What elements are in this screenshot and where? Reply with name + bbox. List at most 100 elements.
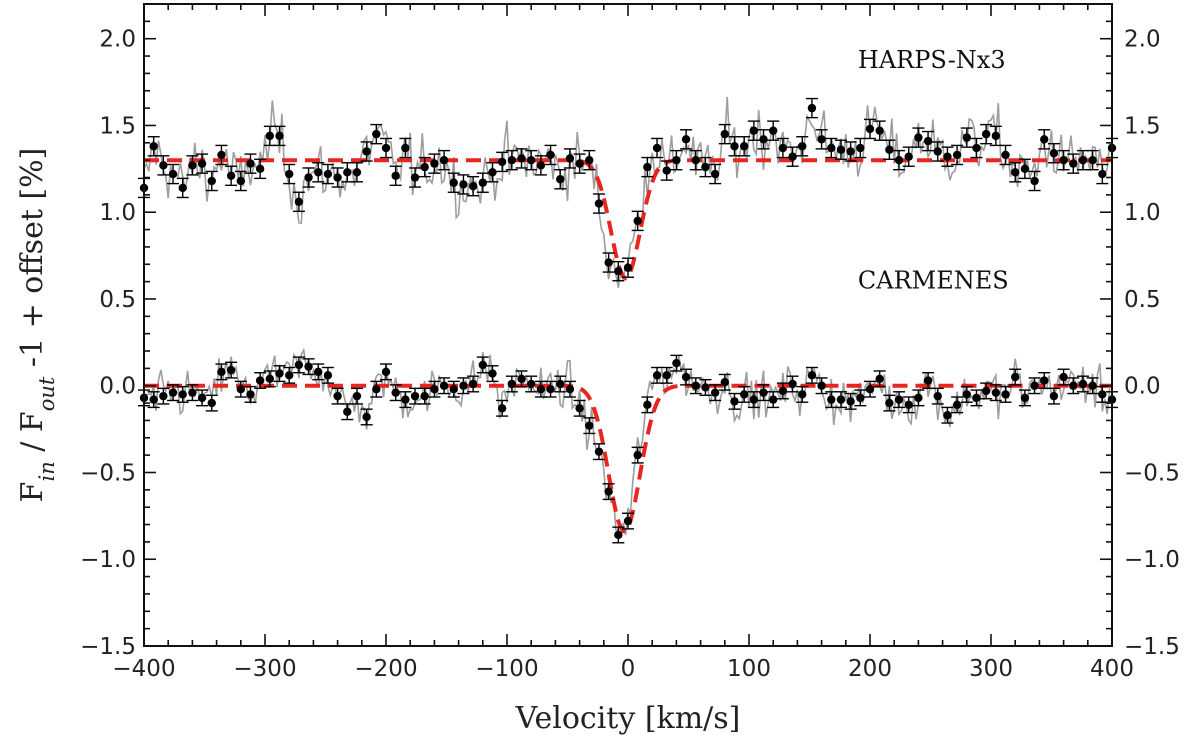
x-tick-label: 300	[969, 656, 1013, 682]
model-fit-line	[144, 158, 1112, 281]
binned-point	[255, 164, 265, 174]
binned-point	[488, 168, 497, 177]
binned-point	[1020, 164, 1030, 174]
binned-points-layer	[138, 97, 1118, 544]
binned-point	[643, 162, 652, 172]
binned-point	[294, 197, 304, 207]
x-tick-label: −400	[112, 656, 175, 682]
binned-point	[720, 378, 729, 387]
binned-point	[391, 171, 400, 180]
binned-point	[401, 143, 410, 153]
binned-point	[972, 393, 981, 403]
binned-point	[817, 135, 826, 144]
binned-point	[197, 159, 207, 168]
binned-point	[943, 152, 952, 161]
binned-point	[788, 152, 797, 161]
binned-point	[749, 126, 759, 135]
binned-point	[556, 175, 565, 184]
series-annotation: HARPS-Nx3	[858, 46, 1006, 74]
binned-point	[265, 131, 275, 141]
binned-point	[304, 173, 313, 182]
binned-point	[856, 393, 865, 403]
binned-point	[991, 131, 1001, 141]
binned-point	[604, 258, 613, 267]
binned-point	[468, 181, 478, 191]
y-axis-label: Fin / Fout -1 + offset [%]	[15, 148, 59, 503]
binned-point	[168, 388, 178, 397]
binned-point	[769, 395, 778, 404]
binned-point	[1088, 381, 1097, 390]
binned-point	[662, 371, 671, 380]
binned-point	[691, 381, 700, 390]
binned-point	[633, 216, 642, 226]
binned-point	[885, 145, 894, 154]
binned-point	[333, 391, 342, 401]
binned-point	[536, 385, 546, 394]
binned-point	[836, 145, 846, 154]
binned-point	[739, 142, 749, 151]
binned-point	[681, 135, 691, 144]
binned-point	[836, 395, 846, 404]
binned-point	[1078, 155, 1088, 165]
binned-point	[401, 395, 410, 404]
binned-point	[846, 147, 855, 156]
y-tick-label-right: −0.5	[1124, 460, 1180, 486]
binned-point	[991, 388, 1001, 397]
binned-point	[178, 183, 187, 193]
binned-point	[517, 154, 526, 163]
x-tick-label: −100	[475, 656, 538, 682]
binned-point	[662, 166, 671, 175]
binned-point	[981, 386, 991, 396]
binned-point	[739, 390, 749, 399]
binned-point	[527, 379, 536, 389]
binned-point	[594, 199, 604, 208]
binned-point	[749, 395, 759, 404]
binned-point	[652, 371, 662, 380]
binned-point	[807, 371, 817, 380]
binned-point	[381, 367, 391, 377]
binned-point	[643, 400, 652, 410]
binned-point	[410, 173, 420, 182]
x-tick-label: −200	[354, 656, 417, 682]
series-annotation: CARMENES	[858, 267, 1009, 295]
binned-point	[517, 374, 526, 383]
binned-point	[236, 385, 245, 394]
y-tick-label-right: −1.0	[1124, 547, 1180, 573]
binned-point	[275, 369, 284, 378]
binned-point	[285, 169, 294, 179]
binned-point	[1049, 391, 1059, 401]
binned-point	[594, 447, 604, 456]
binned-point	[604, 487, 613, 496]
binned-point	[352, 391, 362, 401]
binned-point	[923, 376, 933, 385]
binned-point	[255, 376, 265, 385]
model-fit-line	[144, 383, 1112, 534]
binned-point	[217, 150, 226, 160]
binned-point	[546, 385, 555, 394]
binned-point	[585, 421, 594, 430]
binned-point	[623, 516, 633, 526]
x-tick-label: 100	[727, 656, 771, 682]
y-tick-label: 0.0	[99, 374, 136, 400]
binned-point	[798, 390, 807, 399]
binned-point	[1030, 176, 1039, 186]
y-tick-label: 1.0	[99, 200, 136, 226]
binned-point	[468, 379, 478, 389]
binned-point	[236, 176, 245, 186]
binned-point	[952, 400, 962, 410]
x-tick-label: 0	[621, 656, 636, 682]
binned-point	[962, 390, 971, 399]
binned-point	[585, 155, 594, 165]
binned-point	[372, 129, 381, 139]
binned-point	[710, 388, 720, 397]
binned-point	[439, 381, 449, 390]
binned-point	[197, 393, 207, 403]
plot-frame	[143, 3, 1113, 647]
binned-point	[1030, 381, 1039, 390]
binned-point	[323, 169, 333, 179]
binned-point	[769, 126, 778, 135]
binned-point	[265, 374, 275, 383]
binned-point	[672, 358, 681, 368]
binned-point	[459, 381, 468, 390]
binned-point	[981, 129, 991, 139]
